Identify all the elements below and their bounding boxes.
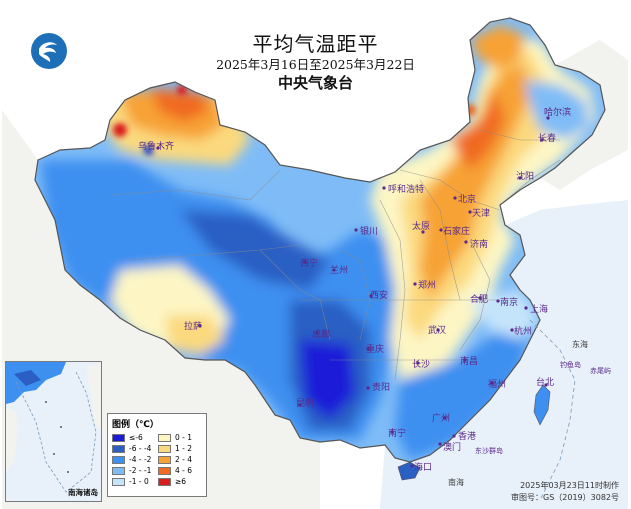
city-label: 南昌: [460, 357, 479, 367]
city-label: 福州: [488, 380, 507, 390]
legend-grid: ≤-6 0 - 1 -6 - -4 1 - 2 -4 - -2 2 - 4 -2…: [112, 433, 202, 486]
legend-label: 4 - 6: [175, 466, 193, 475]
legend-label: -2 - -1: [129, 466, 152, 475]
city-label: 西安: [370, 291, 389, 301]
legend-swatch: [158, 433, 171, 442]
legend-label: -1 - 0: [129, 477, 149, 486]
maritime-boundary: [529, 319, 576, 501]
sea-area: [380, 200, 628, 509]
city-label: 台北: [536, 378, 555, 388]
city-label: 石家庄: [443, 227, 471, 237]
city-label: 天津: [472, 209, 491, 219]
city-label: 昆明: [296, 399, 315, 409]
city-label: 银川: [360, 227, 379, 237]
city-label: 拉萨: [184, 322, 203, 332]
city-label: 乌鲁木齐: [138, 142, 175, 152]
city-label: 成都: [312, 330, 331, 340]
island-label: 钓鱼岛: [560, 361, 581, 369]
city-label: 广州: [432, 414, 451, 424]
legend-swatch: [112, 444, 125, 453]
legend-label: 0 - 1: [175, 433, 193, 442]
city-label: 沈阳: [516, 172, 535, 182]
legend-box: 图例（℃） ≤-6 0 - 1 -6 - -4 1 - 2 -4 - -2 2 …: [107, 413, 207, 497]
city-label: 武汉: [428, 326, 447, 336]
sea-label: 东海: [572, 340, 588, 349]
legend-item: -6 - -4: [112, 444, 156, 453]
legend-item: ≥6: [158, 477, 202, 486]
city-label: 长春: [538, 134, 557, 144]
legend-swatch: [112, 466, 125, 475]
city-label: 合肥: [470, 295, 489, 305]
province-boundaries: [109, 129, 561, 381]
legend-swatch: [112, 477, 125, 486]
city-label: 呼和浩特: [388, 185, 425, 195]
island-label: 东沙群岛: [475, 447, 503, 455]
inset-map: [6, 362, 101, 501]
inset-label: 南海诸岛: [68, 488, 98, 497]
legend-label: -6 - -4: [129, 444, 152, 453]
city-label: 太原: [412, 222, 431, 232]
legend-label: 1 - 2: [175, 444, 193, 453]
legend-label: -4 - -2: [129, 455, 152, 464]
city-label: 重庆: [366, 345, 385, 355]
footer-review: 审图号：GS（2019）3082号: [511, 493, 619, 502]
legend-item: 2 - 4: [158, 455, 202, 464]
south-china-sea-inset: 南海诸岛: [5, 361, 102, 502]
city-label: 长沙: [412, 360, 431, 370]
legend-item: 0 - 1: [158, 433, 202, 442]
legend-item: 1 - 2: [158, 444, 202, 453]
legend-swatch: [158, 444, 171, 453]
legend-item: -2 - -1: [112, 466, 156, 475]
sea-label: 南海: [448, 478, 464, 487]
legend-swatch: [158, 466, 171, 475]
legend-swatch: [112, 433, 125, 442]
legend-item: ≤-6: [112, 433, 156, 442]
legend-item: -1 - 0: [112, 477, 156, 486]
map-issuer: 中央气象台: [277, 74, 353, 92]
map-title: 平均气温距平: [252, 32, 379, 56]
city-label: 西宁: [300, 259, 319, 269]
taiwan-island: [533, 384, 551, 426]
city-label: 杭州: [514, 327, 533, 337]
legend-swatch: [112, 455, 125, 464]
city-label: 海口: [414, 463, 433, 473]
footer-made: 2025年03月23日11时制作: [520, 481, 619, 490]
cma-logo-icon: [31, 33, 67, 69]
city-label: 澳门: [443, 443, 462, 453]
city-markers: [156, 116, 550, 468]
map-period: 2025年3月16日至2025年3月22日: [216, 57, 415, 72]
legend-swatch: [158, 477, 171, 486]
city-label: 哈尔滨: [544, 108, 572, 118]
city-label: 南京: [500, 298, 519, 308]
neighbor-land-northeast: [540, 40, 628, 190]
city-label: 郑州: [418, 281, 437, 291]
city-label: 兰州: [330, 266, 349, 276]
city-label: 南宁: [388, 429, 407, 439]
island-label: 赤尾屿: [590, 367, 611, 375]
legend-item: -4 - -2: [112, 455, 156, 464]
city-label: 香港: [458, 432, 477, 442]
legend-item: 4 - 6: [158, 466, 202, 475]
legend-title: 图例（℃）: [112, 420, 159, 430]
city-label: 北京: [458, 195, 477, 205]
city-label: 济南: [470, 240, 489, 250]
legend-swatch: [158, 455, 171, 464]
city-label: 贵阳: [372, 383, 391, 393]
legend-label: ≥6: [175, 477, 187, 486]
city-label: 上海: [530, 305, 549, 315]
legend-label: ≤-6: [129, 433, 143, 442]
hainan-island: [397, 461, 421, 481]
legend-label: 2 - 4: [175, 455, 193, 464]
